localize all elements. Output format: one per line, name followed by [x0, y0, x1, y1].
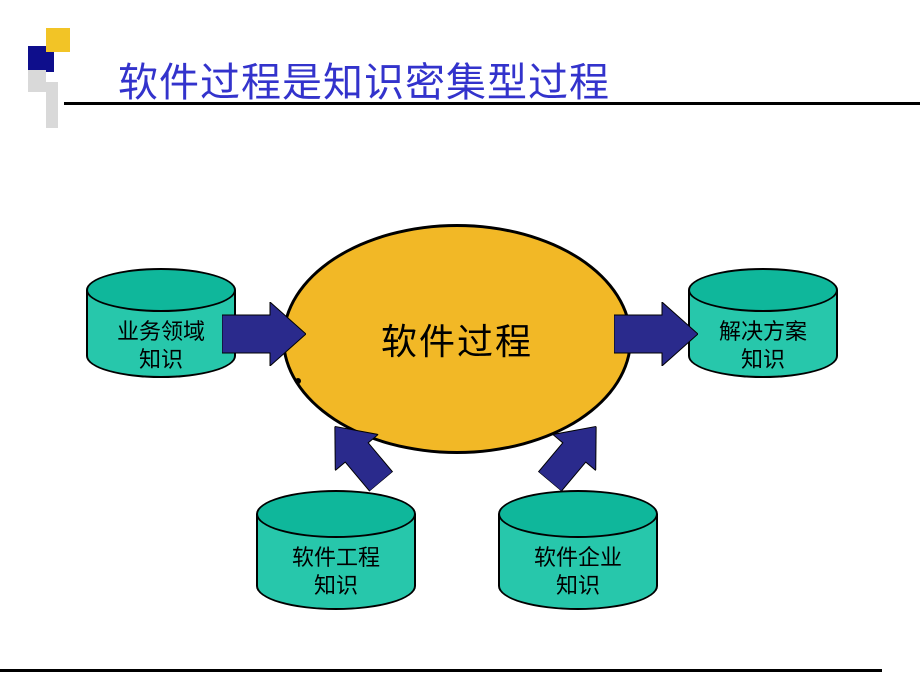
- cylinder-swe: 软件工程知识: [256, 490, 416, 634]
- cylinder-top: [688, 268, 838, 312]
- cylinder-label: 软件企业知识: [498, 544, 658, 599]
- center-dot: [295, 378, 301, 384]
- cylinder-top: [256, 490, 416, 538]
- arrow-center-to-solution: [614, 302, 698, 366]
- cylinder-label: 业务领域知识: [86, 318, 236, 373]
- cylinder-label: 软件工程知识: [256, 544, 416, 599]
- cylinder-biz: 业务领域知识: [86, 268, 236, 400]
- cylinder-solution: 解决方案知识: [688, 268, 838, 400]
- cylinder-top: [498, 490, 658, 538]
- bottom-rule: [0, 669, 882, 672]
- arrow-biz-to-center: [222, 302, 306, 366]
- cylinder-top: [86, 268, 236, 312]
- diagram-canvas: 软件过程 业务领域知识 解决方案知识软件工程知识 软件企业知识: [0, 0, 920, 690]
- center-label: 软件过程: [381, 313, 533, 365]
- cylinder-label: 解决方案知识: [688, 318, 838, 373]
- cylinder-enterprise: 软件企业知识: [498, 490, 658, 634]
